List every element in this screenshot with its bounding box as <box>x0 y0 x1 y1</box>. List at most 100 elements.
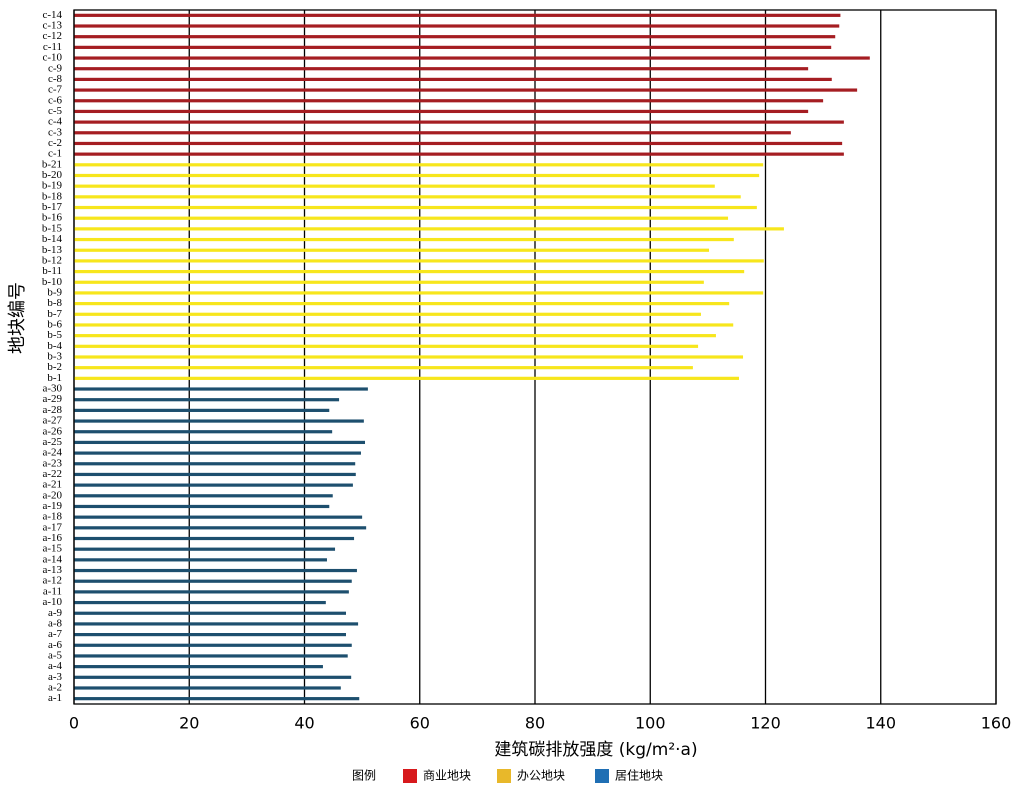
bar <box>74 195 741 199</box>
bar <box>74 344 699 348</box>
y-tick-label: a-17 <box>42 521 62 533</box>
bar <box>74 622 359 626</box>
bar <box>74 67 809 71</box>
y-tick-label: c-8 <box>48 73 63 85</box>
legend-label: 居住地块 <box>615 769 663 783</box>
bar <box>74 675 352 679</box>
bar <box>74 590 349 594</box>
y-tick-label: c-5 <box>48 105 63 117</box>
bar <box>74 163 764 167</box>
y-tick-label: c-13 <box>42 20 62 32</box>
legend-title: 图例 <box>352 769 376 783</box>
x-tick-label: 80 <box>525 714 545 733</box>
bar <box>74 611 346 615</box>
y-tick-label: c-1 <box>48 148 62 160</box>
y-tick-label: b-5 <box>47 329 62 341</box>
y-tick-label: b-10 <box>42 276 63 288</box>
bar <box>74 376 739 380</box>
bar <box>74 633 346 637</box>
bar <box>74 697 360 701</box>
bar <box>74 547 336 551</box>
y-tick-label: c-10 <box>42 52 62 64</box>
y-tick-label: a-16 <box>42 532 62 544</box>
bar <box>74 99 824 103</box>
x-tick-label: 120 <box>750 714 781 733</box>
bar <box>74 355 744 359</box>
y-tick-label: b-3 <box>47 351 62 363</box>
y-tick-label: a-13 <box>42 564 62 576</box>
bar <box>74 366 693 370</box>
y-tick-label: c-9 <box>48 62 63 74</box>
bar <box>74 494 333 498</box>
bar <box>74 686 341 690</box>
y-tick-label: a-19 <box>42 500 62 512</box>
y-tick-label: a-8 <box>48 617 63 629</box>
bar <box>74 280 704 284</box>
bar <box>74 472 356 477</box>
bar <box>74 334 716 338</box>
bar <box>74 387 368 391</box>
bar <box>74 13 841 17</box>
bar <box>74 237 734 242</box>
y-tick-label: c-7 <box>48 84 63 96</box>
y-tick-label: c-14 <box>42 9 62 21</box>
bar <box>74 568 357 573</box>
bar <box>74 184 715 188</box>
y-tick-label: a-14 <box>42 553 62 565</box>
y-tick-label: b-1 <box>47 372 62 384</box>
bar <box>74 526 367 530</box>
y-tick-label: c-4 <box>48 116 63 128</box>
bar <box>74 323 734 327</box>
legend-swatch <box>595 769 609 783</box>
x-tick-label: 160 <box>981 714 1012 733</box>
y-tick-label: b-2 <box>47 361 62 373</box>
bar <box>74 440 366 445</box>
y-tick-label: a-26 <box>42 425 62 437</box>
bar <box>74 408 330 412</box>
y-tick-label: a-4 <box>48 660 63 672</box>
y-tick-label: b-12 <box>42 254 62 266</box>
y-tick-label: b-6 <box>47 319 62 331</box>
bar <box>74 579 352 583</box>
bar <box>74 141 843 146</box>
y-tick-label: a-5 <box>48 649 63 661</box>
y-tick-label: a-25 <box>42 436 62 448</box>
bar <box>74 259 764 263</box>
y-tick-label: c-2 <box>48 137 62 149</box>
y-tick-label: c-11 <box>43 41 62 53</box>
y-tick-label: a-20 <box>42 489 62 501</box>
legend-swatch <box>403 769 417 783</box>
bar <box>74 227 784 231</box>
y-tick-label: a-22 <box>42 468 62 480</box>
bar <box>74 451 361 455</box>
bar <box>74 291 764 295</box>
legend-label: 办公地块 <box>517 768 565 783</box>
bar <box>74 131 791 135</box>
bar <box>74 77 832 81</box>
y-tick-label: b-11 <box>42 265 62 277</box>
y-tick-label: a-21 <box>42 479 62 491</box>
bar <box>74 120 844 124</box>
legend-swatch <box>497 769 511 783</box>
y-tick-label: a-29 <box>42 393 62 405</box>
bar <box>74 515 363 519</box>
bar <box>74 398 340 402</box>
y-tick-label: a-15 <box>42 543 62 555</box>
bar <box>74 269 745 274</box>
y-tick-label: a-3 <box>48 671 63 683</box>
y-tick-label: b-9 <box>47 286 62 298</box>
y-tick-label: b-17 <box>42 201 63 213</box>
y-tick-label: b-15 <box>42 222 63 234</box>
bar <box>74 430 333 434</box>
y-tick-label: b-19 <box>42 180 63 192</box>
y-tick-label: c-3 <box>48 126 63 138</box>
y-tick-label: b-4 <box>47 340 62 352</box>
bar <box>74 504 330 509</box>
bar <box>74 302 730 306</box>
y-tick-label: b-7 <box>47 308 62 320</box>
bar <box>74 109 809 114</box>
y-tick-label: b-18 <box>42 190 63 202</box>
bar <box>74 536 355 541</box>
plot-border <box>73 9 997 705</box>
